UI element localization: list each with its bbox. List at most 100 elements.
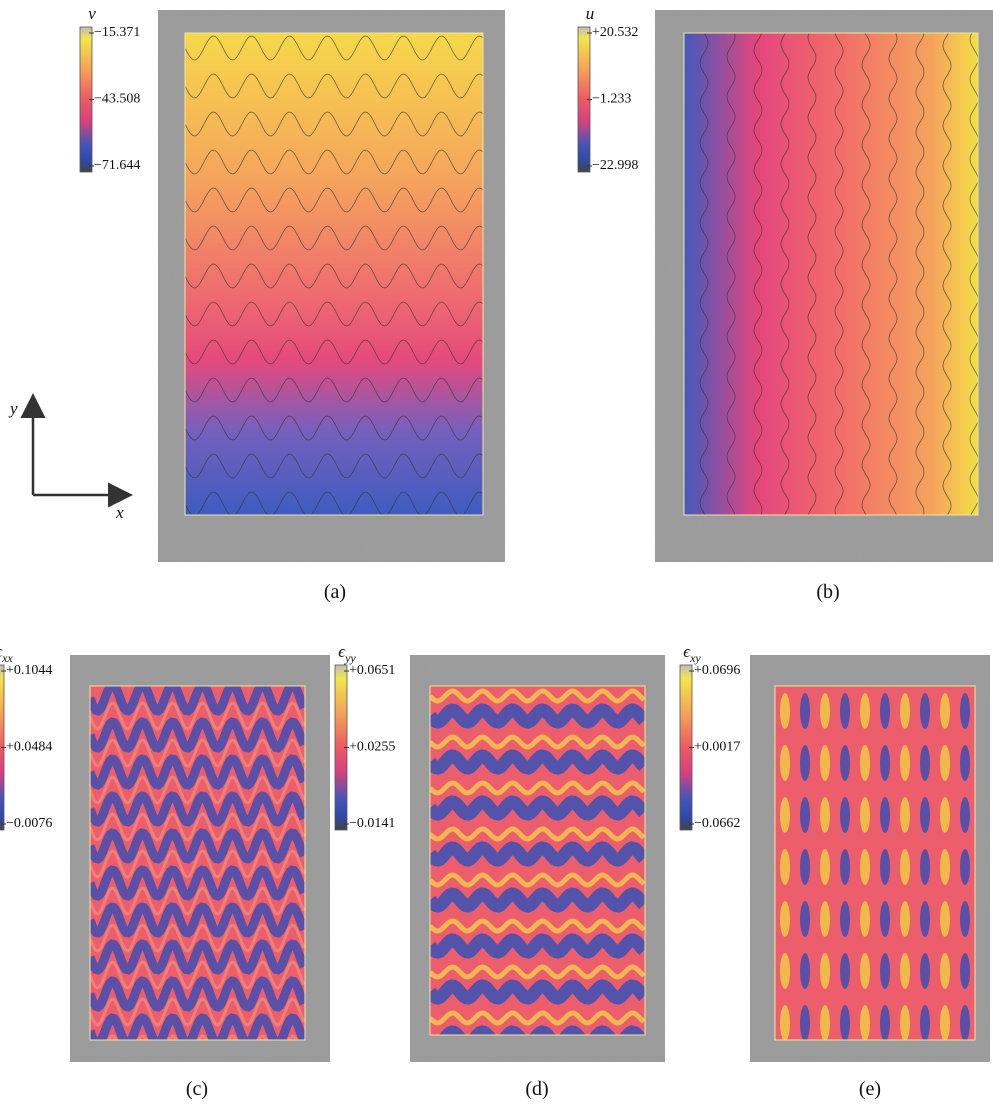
colorbar-tick-label: −71.644: [94, 158, 140, 173]
symbol: v: [88, 4, 96, 23]
field-spot: [840, 953, 850, 989]
field-spot: [800, 797, 810, 833]
colorbar-tick-label: +0.0651: [349, 663, 395, 678]
field-spot: [820, 1005, 830, 1041]
field-spot: [820, 693, 830, 729]
panel: u +20.532 −1.233 −22.998 (b): [578, 4, 993, 603]
field-spot: [860, 797, 870, 833]
colorbar-tick-label: −22.998: [592, 158, 638, 173]
field-spot: [860, 693, 870, 729]
field-spot: [820, 745, 830, 781]
colorbar-tick-label: +0.1044: [6, 663, 52, 678]
field-spot: [920, 797, 930, 833]
colorbar-tick-label: −43.508: [94, 92, 140, 107]
field: [90, 685, 305, 1062]
field-spot: [780, 901, 790, 937]
field-spot: [960, 745, 970, 781]
contour: [430, 710, 644, 722]
contour: [430, 940, 644, 952]
field-spot: [820, 797, 830, 833]
field-spot: [880, 849, 890, 885]
field-spot: [900, 745, 910, 781]
colorbar-tick-label: +20.532: [592, 25, 638, 40]
field: [430, 686, 645, 1044]
field-spot: [940, 693, 950, 729]
field-spot: [800, 901, 810, 937]
field: [775, 686, 975, 1041]
colorbar-tick-label: +0.0484: [6, 740, 52, 755]
colorbar-tick-label: −0.0141: [349, 816, 395, 831]
field-spot: [800, 849, 810, 885]
symbol: u: [586, 4, 595, 23]
panel: ϵyy+0.0651+0.0255−0.0141(d): [335, 642, 665, 1100]
field-spot: [940, 745, 950, 781]
field-fill: [684, 33, 978, 515]
colorbar-tick-label: −0.0662: [694, 816, 740, 831]
field-spot: [860, 901, 870, 937]
field-spot: [880, 953, 890, 989]
field-spot: [880, 797, 890, 833]
x-axis-label: x: [115, 503, 124, 522]
field-spot: [960, 849, 970, 885]
field-spot: [800, 745, 810, 781]
field-spot: [880, 745, 890, 781]
field-spot: [940, 849, 950, 885]
field-spot: [860, 953, 870, 989]
field-spot: [940, 1005, 950, 1041]
colorbar-symbol: ϵyy: [338, 642, 356, 665]
colorbar-symbol: ϵxx: [0, 642, 13, 665]
field-spot: [940, 901, 950, 937]
panel-caption: (e): [859, 1078, 881, 1100]
field-spot: [780, 797, 790, 833]
field-spot: [920, 953, 930, 989]
colorbar-tick-label: +0.0017: [694, 740, 740, 755]
field-spot: [940, 953, 950, 989]
field-spot: [900, 901, 910, 937]
field-spot: [920, 1005, 930, 1041]
field-spot: [840, 693, 850, 729]
field-spot: [960, 797, 970, 833]
field-spot: [820, 953, 830, 989]
field-spot: [920, 901, 930, 937]
panel: ϵxx+0.1044 +0.0484 −0.0076 (c): [0, 642, 330, 1100]
colorbar-tick-label: −1.233: [592, 92, 631, 107]
field-spot: [880, 901, 890, 937]
field-spot: [840, 901, 850, 937]
axes-indicator: y x: [8, 398, 128, 522]
field-spot: [800, 953, 810, 989]
field-spot: [780, 953, 790, 989]
panel-caption: (b): [816, 581, 839, 603]
field-spot: [960, 1005, 970, 1041]
field-spot: [920, 693, 930, 729]
field-spot: [880, 1005, 890, 1041]
field-spot: [900, 953, 910, 989]
field-spot: [780, 693, 790, 729]
colorbar-tick-label: +0.0696: [694, 663, 740, 678]
field-spot: [880, 693, 890, 729]
field-spot: [840, 797, 850, 833]
field-spot: [820, 901, 830, 937]
field-spot: [820, 849, 830, 885]
colorbar-symbol: u: [586, 4, 595, 23]
field: [684, 33, 978, 515]
colorbar-tick-label: −0.0076: [6, 816, 52, 831]
field-spot: [900, 693, 910, 729]
field-spot: [920, 849, 930, 885]
field-spot: [780, 1005, 790, 1041]
field-spot: [780, 849, 790, 885]
panel-caption: (a): [324, 581, 346, 603]
panel-caption: (c): [186, 1078, 208, 1100]
contour: [430, 802, 644, 814]
contour: [430, 756, 644, 768]
field-spot: [860, 1005, 870, 1041]
field-spot: [840, 1005, 850, 1041]
field-spot: [840, 745, 850, 781]
panels: v−15.371−43.508−71.644(a)u+20.532−1.233−…: [0, 4, 993, 1100]
contour: [430, 986, 644, 998]
field-spot: [940, 797, 950, 833]
colorbar-symbol: ϵxy: [683, 642, 701, 665]
field-spot: [960, 901, 970, 937]
contour: [430, 894, 644, 906]
contour: [430, 848, 644, 860]
colorbar-symbol: v: [88, 4, 96, 23]
